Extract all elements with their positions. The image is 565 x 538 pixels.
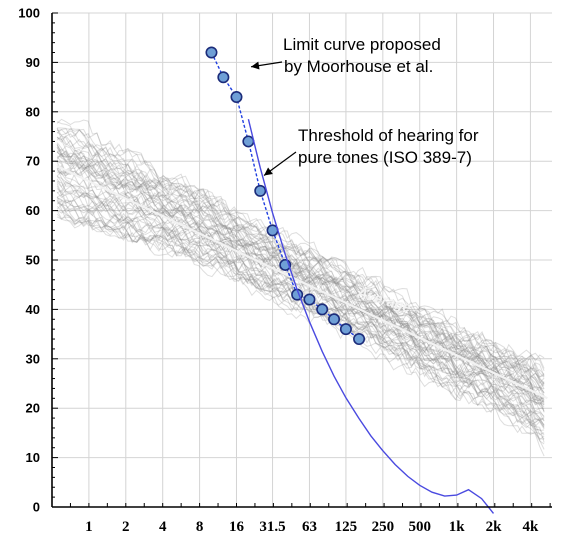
measured-curve: [57, 127, 545, 369]
annotation-text: Limit curve proposed: [283, 35, 441, 54]
measured-curve: [56, 128, 545, 378]
grid-lines: [52, 12, 552, 508]
measured-curve: [56, 152, 545, 406]
limit-curve-point: [254, 184, 267, 197]
measured-curve: [56, 183, 545, 406]
annotation-1: Limit curve proposed by Moorhouse et al.: [250, 35, 441, 76]
measured-curve: [56, 136, 545, 387]
average-trend-line: [56, 165, 548, 400]
measured-curve: [56, 184, 545, 422]
measured-curve: [56, 156, 545, 401]
measured-curve: [56, 180, 545, 412]
y-tick-label: 100: [18, 6, 40, 21]
measured-curve: [56, 137, 545, 384]
y-tick-label: 30: [26, 351, 40, 366]
annotation-arrow-head: [251, 61, 260, 70]
measured-curve: [56, 210, 545, 440]
measured-curve: [56, 146, 545, 394]
x-tick-label: 16: [229, 519, 245, 535]
y-tick-label: 40: [26, 302, 40, 317]
annotations: Limit curve proposed by Moorhouse et al. T…: [250, 35, 479, 176]
axes: [51, 12, 552, 508]
measured-curve: [56, 135, 545, 376]
annotation-arrow-head: [264, 167, 273, 176]
measured-curve: [56, 203, 545, 457]
limit-curve-point: [242, 135, 255, 148]
annotation-text: by Moorhouse et al.: [284, 57, 433, 76]
measured-curve: [56, 121, 545, 385]
measured-curve: [56, 127, 545, 392]
x-tick-label: 4: [159, 519, 167, 535]
annotation-text: Threshold of hearing for: [298, 126, 479, 145]
measured-curve: [56, 165, 545, 405]
y-tick-label: 10: [26, 450, 40, 465]
x-tick-label: 2: [122, 519, 130, 535]
annotation-2: Threshold of hearing for pure tones (ISO …: [263, 126, 479, 176]
x-tick-label: 1k: [449, 519, 466, 535]
x-tick-label: 4k: [522, 519, 539, 535]
y-tick-label: 70: [26, 154, 40, 169]
measured-curve: [56, 147, 545, 390]
measured-curve: [56, 118, 545, 362]
limit-curve-point: [303, 293, 316, 306]
measured-curve: [56, 142, 545, 390]
limit-curve-point: [339, 323, 352, 336]
x-tick-label: 2k: [486, 519, 503, 535]
measured-curve: [56, 160, 545, 403]
x-tick-label: 63: [302, 519, 317, 535]
measured-curve: [56, 144, 545, 394]
measured-curve: [56, 143, 545, 404]
measured-curve: [56, 149, 545, 393]
measured-curve: [56, 151, 545, 384]
measured-curve: [56, 166, 545, 412]
limit-curve-point: [217, 71, 230, 84]
measured-curve: [56, 165, 545, 403]
series-threshold-of-hearing: [247, 119, 495, 514]
measured-curve: [56, 128, 545, 378]
measured-curve: [56, 152, 545, 397]
measured-curve: [56, 168, 545, 400]
y-tick-label: 50: [26, 253, 40, 268]
measured-curve: [56, 213, 545, 436]
measured-curve: [56, 129, 545, 385]
x-tick-label: 250: [372, 519, 395, 535]
measured-curve: [56, 207, 545, 436]
limit-curve-point: [316, 303, 329, 316]
y-tick-label: 20: [26, 401, 40, 416]
limit-curve-point: [230, 90, 243, 103]
y-tick-label: 60: [26, 203, 40, 218]
x-tick-label: 31.5: [259, 519, 285, 535]
measured-curve: [56, 170, 545, 417]
measured-curve: [56, 128, 545, 371]
limit-curve-point: [353, 333, 366, 346]
annotation-text: pure tones (ISO 389-7): [298, 148, 472, 167]
measured-curve: [56, 145, 545, 393]
limit-curve-point: [328, 313, 341, 326]
y-tick-label: 90: [26, 55, 40, 70]
measured-curve: [56, 183, 545, 427]
y-tick-label: 0: [33, 500, 40, 515]
measured-curve: [56, 216, 545, 440]
x-tick-label: 500: [408, 519, 431, 535]
tick-labels: 0 10 20 30 40 50 60 70 80 90 100 1 2 4 8 16 31.5 63 125 250…: [18, 6, 539, 536]
y-tick-label: 80: [26, 104, 40, 119]
measured-curve: [56, 148, 545, 397]
x-tick-label: 125: [335, 519, 358, 535]
measured-curve: [56, 167, 545, 422]
x-tick-label: 8: [196, 519, 204, 535]
measured-curve: [56, 133, 545, 377]
measured-curve: [56, 181, 545, 418]
x-tick-label: 1: [85, 519, 93, 535]
limit-curve-point: [205, 46, 218, 59]
threshold-of-hearing-line: [247, 119, 495, 514]
measured-curve: [56, 150, 545, 384]
measured-curve: [56, 176, 545, 413]
